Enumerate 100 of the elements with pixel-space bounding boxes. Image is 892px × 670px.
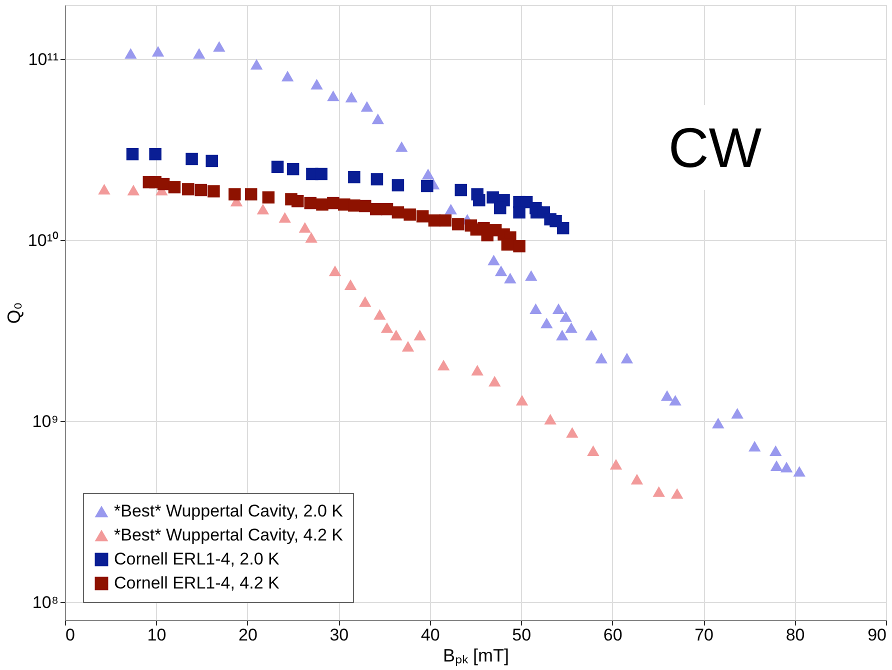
point — [228, 188, 241, 200]
point — [327, 90, 340, 102]
point — [360, 101, 374, 112]
point — [348, 170, 360, 184]
point — [380, 203, 394, 216]
point — [157, 178, 170, 190]
legend-label: Cornell ERL1-4, 2.0 K — [114, 550, 280, 568]
y-tick-label: 10¹⁰ — [28, 230, 58, 250]
point — [271, 160, 284, 174]
point — [530, 303, 542, 314]
point — [208, 185, 220, 198]
x-tick-label: 30 — [330, 626, 349, 644]
point — [344, 279, 357, 290]
point — [444, 204, 457, 214]
point — [780, 462, 793, 472]
point — [390, 330, 402, 340]
x-tick-label: 60 — [603, 626, 622, 644]
point — [552, 303, 565, 314]
point — [127, 184, 140, 196]
point — [610, 458, 622, 470]
point — [402, 341, 414, 352]
x-tick-label: 50 — [512, 626, 532, 644]
point — [250, 59, 263, 70]
point — [182, 183, 194, 196]
point — [544, 414, 556, 424]
legend-label: Cornell ERL1-4, 4.2 K — [114, 574, 280, 592]
point — [748, 440, 761, 452]
point — [669, 394, 682, 406]
x-tick-label: 90 — [868, 626, 886, 644]
legend-label: *Best* Wuppertal Cavity, 4.2 K — [114, 526, 344, 544]
point — [298, 222, 312, 233]
point — [566, 427, 578, 438]
point — [370, 173, 384, 186]
point — [556, 330, 568, 340]
x-tick-label: 10 — [147, 626, 166, 644]
point — [395, 141, 408, 152]
point — [471, 364, 484, 376]
point — [488, 376, 501, 386]
point — [372, 114, 384, 124]
point — [513, 240, 526, 252]
point — [494, 265, 508, 276]
x-axis-title: Bₚₖ [mT] — [443, 646, 509, 666]
x-tick-label: 70 — [694, 626, 714, 644]
point — [587, 445, 600, 456]
point — [595, 352, 608, 364]
point — [192, 48, 206, 59]
point — [278, 212, 291, 223]
point — [281, 70, 294, 82]
point — [504, 272, 516, 284]
x-tick-label: 80 — [786, 626, 805, 644]
point — [585, 330, 598, 340]
point — [126, 148, 139, 160]
point — [256, 204, 270, 214]
point — [315, 168, 328, 180]
point — [286, 162, 300, 176]
point — [712, 418, 724, 428]
point — [358, 200, 372, 212]
point — [244, 188, 258, 200]
point — [345, 92, 358, 102]
point — [769, 445, 782, 456]
point — [392, 179, 404, 192]
point — [168, 181, 181, 194]
point — [437, 360, 450, 370]
point — [262, 191, 275, 204]
point — [380, 322, 394, 333]
point — [488, 254, 500, 266]
point — [404, 208, 416, 221]
point — [98, 184, 110, 195]
point — [124, 48, 137, 59]
point — [416, 210, 429, 222]
y-tick-label: 10¹¹ — [28, 50, 59, 69]
point — [439, 214, 452, 227]
point — [304, 196, 317, 210]
point — [206, 154, 218, 168]
point — [194, 184, 208, 196]
point — [525, 270, 538, 281]
point — [291, 194, 304, 208]
point — [630, 474, 644, 484]
point — [310, 78, 323, 90]
point — [421, 180, 434, 192]
point — [452, 218, 464, 230]
point — [516, 394, 528, 406]
point — [660, 390, 674, 401]
x-tick-label: 0 — [66, 626, 75, 644]
y-tick-label: 10⁸ — [32, 592, 58, 612]
point — [565, 322, 578, 333]
point — [652, 486, 665, 497]
legend-label: *Best* Wuppertal Cavity, 2.0 K — [114, 502, 344, 520]
point — [152, 46, 164, 57]
point — [422, 168, 434, 180]
y-axis-title: Q₀ — [4, 302, 24, 324]
point — [213, 41, 226, 52]
point — [620, 352, 634, 364]
point — [392, 206, 404, 218]
point — [731, 408, 744, 419]
x-tick-label: 20 — [238, 626, 258, 644]
point — [473, 194, 486, 206]
point — [793, 466, 806, 477]
x-tick-label: 40 — [420, 626, 440, 644]
point — [358, 296, 372, 307]
